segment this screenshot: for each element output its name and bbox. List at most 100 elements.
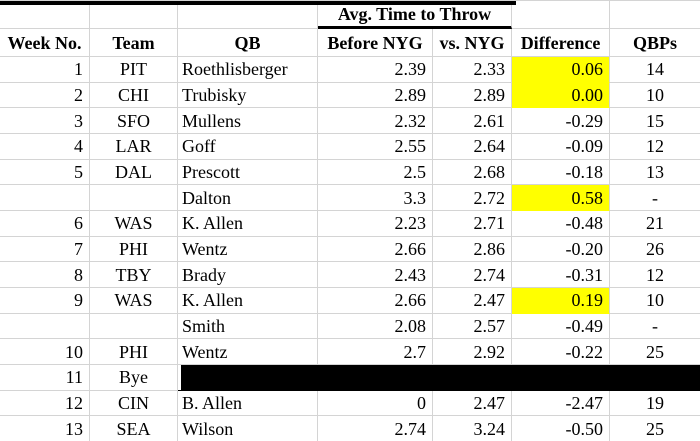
cell-vs-nyg[interactable]: 3.24 [433,416,512,441]
cell-vs-nyg[interactable]: 2.47 [433,390,512,417]
cell-week[interactable]: 4 [0,133,90,160]
header-qbps[interactable]: QBPs [610,29,700,57]
cell-difference[interactable]: 0.19 [512,287,610,314]
cell-difference[interactable]: -0.20 [512,236,610,263]
cell-vs-nyg[interactable]: 2.92 [433,339,512,365]
cell-qbps[interactable]: 12 [610,134,700,160]
table-title-cell[interactable]: Avg. Time to Throw [318,1,512,29]
cell-before-nyg[interactable]: 2.08 [318,313,433,340]
cell-qb[interactable]: Trubisky [178,82,318,109]
cell-before-nyg[interactable]: 2.5 [318,159,433,186]
cell-qb[interactable]: Wilson [178,416,318,441]
cell-week[interactable]: 7 [0,236,90,263]
cell-before-nyg[interactable]: 2.7 [318,339,433,365]
cell-week[interactable]: 1 [0,57,90,83]
cell-difference[interactable]: -0.48 [512,210,610,237]
cell-qb[interactable]: Brady [178,262,318,288]
cell-difference[interactable]: -0.18 [512,159,610,186]
cell-qb[interactable]: K. Allen [178,210,318,237]
cell-vs-nyg[interactable]: 2.72 [433,185,512,211]
cell-before-nyg[interactable]: 2.66 [318,236,433,263]
cell-qbps[interactable]: - [610,314,700,340]
cell-vs-nyg[interactable]: 2.89 [433,82,512,109]
cell-week[interactable]: 3 [0,108,90,134]
cell-qb[interactable]: B. Allen [178,390,318,417]
cell-difference[interactable]: -0.22 [512,339,610,365]
cell-team[interactable]: PHI [90,339,178,365]
cell-qbps[interactable]: 19 [610,391,700,417]
cell-team[interactable]: SEA [90,416,178,441]
cell-qb[interactable]: Prescott [178,159,318,186]
cell-difference[interactable]: 0.06 [512,57,610,83]
cell-before-nyg[interactable]: 2.23 [318,210,433,237]
cell-qb[interactable]: Smith [178,313,318,340]
header-qb[interactable]: QB [178,29,318,57]
cell-before-nyg[interactable]: 2.43 [318,262,433,288]
cell-week[interactable]: 13 [0,416,90,441]
bye-blackout-cell[interactable] [178,364,700,391]
cell-qbps[interactable]: 12 [610,262,700,288]
cell-vs-nyg[interactable]: 2.61 [433,108,512,134]
cell-qbps[interactable]: - [610,185,700,211]
cell-qbps[interactable]: 15 [610,108,700,134]
cell-vs-nyg[interactable]: 2.68 [433,159,512,186]
cell-vs-nyg[interactable]: 2.33 [433,57,512,83]
cell-before-nyg[interactable]: 2.39 [318,57,433,83]
cell-qbps[interactable]: 13 [610,160,700,186]
cell-before-nyg[interactable]: 2.89 [318,82,433,109]
cell-week[interactable]: 11 [0,364,90,391]
cell-team[interactable]: Bye [90,364,178,391]
cell-difference[interactable]: -2.47 [512,390,610,417]
cell-before-nyg[interactable]: 2.32 [318,108,433,134]
cell-difference[interactable]: -0.09 [512,133,610,160]
header-vs-nyg[interactable]: vs. NYG [433,29,512,57]
cell-team[interactable]: DAL [90,159,178,186]
cell-qb[interactable]: Wentz [178,236,318,263]
cell-before-nyg[interactable]: 2.66 [318,287,433,314]
header-before-nyg[interactable]: Before NYG [318,29,433,57]
cell-team[interactable] [90,185,178,211]
header-team[interactable]: Team [90,29,178,57]
header-difference[interactable]: Difference [512,29,610,57]
cell-week[interactable]: 2 [0,82,90,109]
cell-week[interactable] [0,313,90,340]
empty-cell[interactable] [90,1,178,29]
cell-week[interactable]: 12 [0,390,90,417]
cell-qbps[interactable]: 10 [610,288,700,314]
cell-difference[interactable]: -0.29 [512,108,610,134]
cell-qbps[interactable]: 25 [610,416,700,441]
cell-qbps[interactable]: 21 [610,211,700,237]
cell-difference[interactable]: 0.58 [512,185,610,211]
cell-qb[interactable]: Dalton [178,185,318,211]
cell-week[interactable]: 9 [0,287,90,314]
cell-team[interactable]: CHI [90,82,178,109]
cell-vs-nyg[interactable]: 2.74 [433,262,512,288]
cell-team[interactable]: TBY [90,262,178,288]
cell-team[interactable]: SFO [90,108,178,134]
cell-qb[interactable]: Mullens [178,108,318,134]
cell-before-nyg[interactable]: 2.55 [318,133,433,160]
cell-team[interactable]: LAR [90,133,178,160]
cell-qb[interactable]: Goff [178,133,318,160]
cell-vs-nyg[interactable]: 2.57 [433,313,512,340]
cell-team[interactable]: WAS [90,210,178,237]
cell-qb[interactable]: Roethlisberger [178,57,318,83]
cell-qb[interactable]: K. Allen [178,287,318,314]
cell-week[interactable]: 6 [0,210,90,237]
cell-week[interactable]: 8 [0,262,90,288]
cell-qb[interactable]: Wentz [178,339,318,365]
empty-cell[interactable] [512,1,610,29]
empty-cell[interactable] [178,1,318,29]
cell-qbps[interactable]: 10 [610,83,700,109]
cell-before-nyg[interactable]: 3.3 [318,185,433,211]
cell-week[interactable]: 10 [0,339,90,365]
cell-vs-nyg[interactable]: 2.47 [433,287,512,314]
cell-team[interactable]: PHI [90,236,178,263]
cell-team[interactable]: PIT [90,57,178,83]
empty-cell[interactable] [610,1,700,29]
cell-week[interactable]: 5 [0,159,90,186]
cell-vs-nyg[interactable]: 2.64 [433,133,512,160]
cell-week[interactable] [0,185,90,211]
cell-qbps[interactable]: 25 [610,339,700,365]
cell-team[interactable]: CIN [90,390,178,417]
